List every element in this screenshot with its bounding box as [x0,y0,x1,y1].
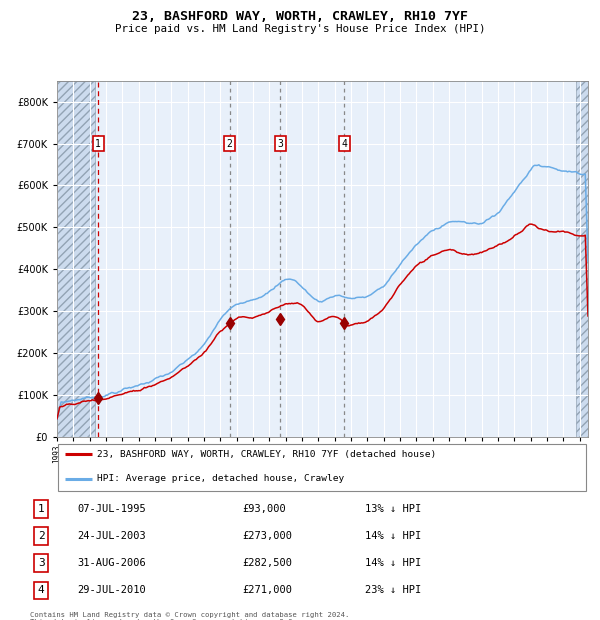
FancyBboxPatch shape [58,444,586,491]
Text: 4: 4 [341,138,347,149]
Text: 1: 1 [95,138,101,149]
Text: £273,000: £273,000 [242,531,292,541]
Bar [95,81,576,437]
Bar [57,81,95,437]
Text: 14% ↓ HPI: 14% ↓ HPI [365,558,421,569]
Text: 31-AUG-2006: 31-AUG-2006 [77,558,146,569]
Text: 07-JUL-1995: 07-JUL-1995 [77,504,146,514]
Text: 23, BASHFORD WAY, WORTH, CRAWLEY, RH10 7YF: 23, BASHFORD WAY, WORTH, CRAWLEY, RH10 7… [132,10,468,23]
Text: £93,000: £93,000 [242,504,286,514]
Text: 1: 1 [38,504,44,514]
Text: Price paid vs. HM Land Registry's House Price Index (HPI): Price paid vs. HM Land Registry's House … [115,24,485,33]
Text: 13% ↓ HPI: 13% ↓ HPI [365,504,421,514]
Text: 24-JUL-2003: 24-JUL-2003 [77,531,146,541]
Text: 14% ↓ HPI: 14% ↓ HPI [365,531,421,541]
Text: 29-JUL-2010: 29-JUL-2010 [77,585,146,595]
Text: £271,000: £271,000 [242,585,292,595]
Text: 23, BASHFORD WAY, WORTH, CRAWLEY, RH10 7YF (detached house): 23, BASHFORD WAY, WORTH, CRAWLEY, RH10 7… [97,450,436,459]
Text: 2: 2 [38,531,44,541]
Text: 4: 4 [38,585,44,595]
Text: £282,500: £282,500 [242,558,292,569]
Text: 23% ↓ HPI: 23% ↓ HPI [365,585,421,595]
Text: HPI: Average price, detached house, Crawley: HPI: Average price, detached house, Craw… [97,474,344,483]
Text: 3: 3 [38,558,44,569]
Text: Contains HM Land Registry data © Crown copyright and database right 2024.
This d: Contains HM Land Registry data © Crown c… [30,612,349,620]
Text: 3: 3 [277,138,283,149]
Bar [576,81,588,437]
Text: 2: 2 [227,138,232,149]
